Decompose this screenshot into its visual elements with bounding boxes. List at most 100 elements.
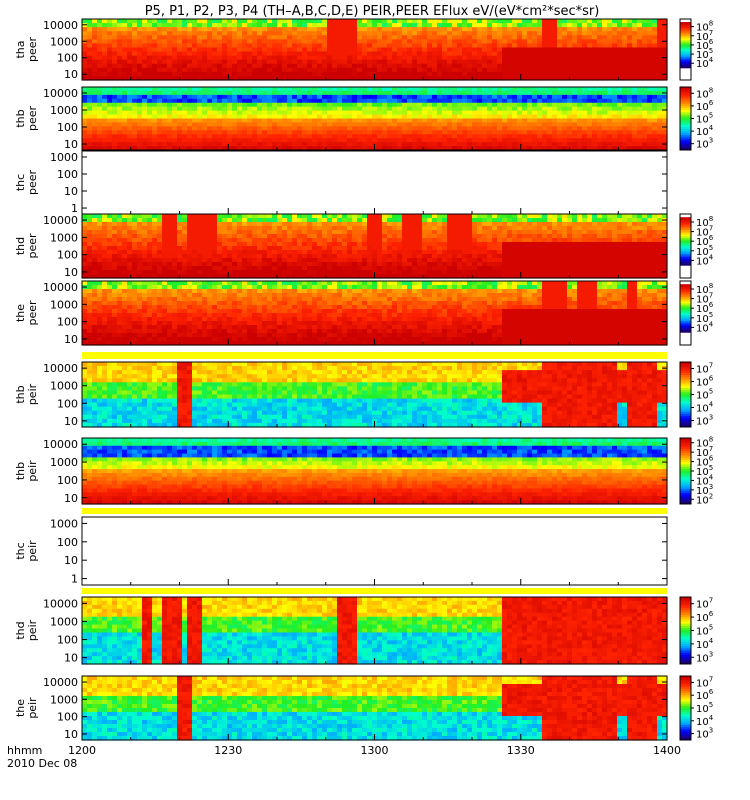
spectrogram-cell: [382, 122, 388, 127]
spectrogram-cell: [662, 87, 668, 92]
spectrogram-cell: [637, 31, 643, 36]
spectrogram-cell: [277, 102, 283, 108]
spectrogram-cell: [422, 63, 428, 69]
spectrogram-cell: [122, 27, 128, 32]
spectrogram-cell: [497, 98, 503, 104]
spectrogram-cell: [527, 142, 533, 147]
spectrogram-cell: [427, 270, 433, 275]
spectrogram-cell: [432, 94, 438, 100]
spectrogram-cell: [127, 106, 133, 112]
spectrogram-cell: [92, 270, 98, 275]
spectrogram-cell: [177, 51, 183, 57]
spectrogram-cell: [442, 35, 448, 40]
spectrogram-cell: [442, 222, 448, 227]
spectrogram-cell: [107, 106, 113, 112]
spectrogram-cell: [152, 98, 158, 104]
spectrogram-cell: [582, 67, 588, 73]
spectrogram-cell: [542, 138, 548, 143]
spectrogram-cell: [312, 51, 318, 57]
spectrogram-cell: [492, 39, 498, 44]
spectrogram-cell: [267, 51, 273, 57]
spectrogram-cell: [197, 246, 203, 251]
spectrogram-cell: [202, 250, 208, 255]
spectrogram-cell: [172, 71, 178, 77]
spectrogram-cell: [472, 51, 478, 57]
spectrogram-cell: [182, 246, 188, 251]
spectrogram-cell: [527, 94, 533, 100]
spectrogram-cell: [167, 110, 173, 116]
spectrogram-cell: [377, 134, 383, 139]
spectrogram-cell: [322, 258, 328, 263]
spectrogram-cell: [187, 242, 193, 247]
spectrogram-cell: [142, 43, 148, 49]
spectrogram-cell: [597, 31, 603, 36]
spectrogram-cell: [372, 94, 378, 100]
spectrogram-cell: [647, 110, 653, 116]
spectrogram-cell: [472, 94, 478, 100]
spectrogram-cell: [382, 51, 388, 57]
spectrogram-cell: [167, 146, 173, 151]
spectrogram-cell: [307, 114, 313, 120]
spectrogram-cell: [532, 67, 538, 73]
spectrogram-cell: [152, 71, 158, 77]
spectrogram-cell: [162, 214, 168, 219]
panel-ylabel-species: peer: [26, 170, 39, 196]
spectrogram-cell: [437, 98, 443, 104]
spectrogram-cell: [132, 142, 138, 147]
spectrogram-cell: [317, 274, 323, 279]
spectrogram-cell: [352, 146, 358, 151]
spectrogram-cell: [377, 250, 383, 255]
spectrogram-cell: [557, 126, 563, 131]
spectrogram-cell: [537, 110, 543, 116]
spectrogram-cell: [292, 35, 298, 40]
spectrogram-cell: [267, 118, 273, 124]
spectrogram-cell: [342, 94, 348, 100]
spectrogram-cell: [357, 250, 363, 255]
colorbar-segment: [680, 51, 691, 54]
colorbar-segment: [680, 143, 691, 147]
spectrogram-cell: [247, 31, 253, 36]
spectrogram-cell: [412, 238, 418, 243]
spectrogram-cell: [332, 138, 338, 143]
spectrogram-cell: [257, 31, 263, 36]
spectrogram-cell: [437, 47, 443, 53]
spectrogram-cell: [637, 75, 643, 81]
spectrogram-cell: [397, 47, 403, 53]
spectrogram-cell: [647, 43, 653, 49]
spectrogram-cell: [147, 63, 153, 69]
spectrogram-cell: [82, 51, 88, 57]
spectrogram-cell: [327, 138, 333, 143]
spectrogram-cell: [252, 226, 258, 231]
spectrogram-cell: [527, 110, 533, 116]
spectrogram-cell: [102, 266, 108, 271]
spectrogram-cell: [547, 75, 553, 81]
spectrogram-cell: [562, 106, 568, 112]
spectrogram-cell: [182, 274, 188, 279]
spectrogram-cell: [652, 138, 658, 143]
spectrogram-cell: [357, 238, 363, 243]
spectrogram-cell: [462, 87, 468, 92]
spectrogram-cell: [387, 94, 393, 100]
spectrogram-cell: [102, 246, 108, 251]
spectrogram-cell: [522, 71, 528, 77]
spectrogram-cell: [232, 59, 238, 65]
spectrogram-cell: [582, 39, 588, 44]
spectrogram-cell: [437, 222, 443, 227]
spectrogram-cell: [652, 94, 658, 100]
spectrogram-cell: [252, 254, 258, 259]
spectrogram-cell: [432, 234, 438, 239]
spectrogram-cell: [157, 242, 163, 247]
spectrogram-cell: [142, 110, 148, 116]
spectrogram-cell: [152, 23, 158, 28]
spectrogram-cell: [517, 67, 523, 73]
spectrogram-cell: [562, 114, 568, 120]
spectrogram-cell: [432, 270, 438, 275]
spectrogram-cell: [117, 106, 123, 112]
spectrogram-cell: [392, 98, 398, 104]
colorbar-segment: [680, 47, 691, 50]
spectrogram-cell: [497, 90, 503, 96]
spectrogram-cell: [262, 246, 268, 251]
spectrogram-cell: [532, 43, 538, 49]
spectrogram-cell: [412, 274, 418, 279]
spectrogram-cell: [187, 118, 193, 124]
